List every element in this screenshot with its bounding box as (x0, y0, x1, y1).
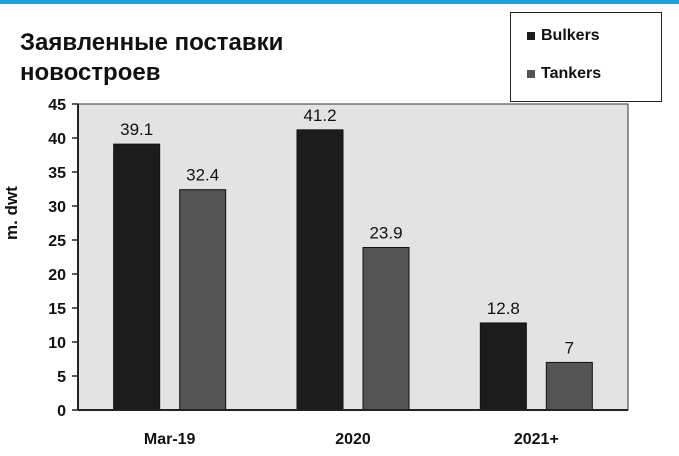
chart-legend: Bulkers Tankers (510, 12, 662, 102)
data-label: 32.4 (186, 166, 219, 185)
data-label: 39.1 (120, 120, 153, 139)
data-label: 41.2 (303, 106, 336, 125)
legend-swatch-bulkers (527, 32, 535, 40)
bar-tankers-2021- (545, 361, 593, 411)
data-label: 23.9 (369, 223, 402, 242)
y-tick-label: 10 (48, 335, 66, 352)
bar-tankers-mar-19 (179, 189, 227, 411)
legend-swatch-tankers (527, 70, 535, 78)
y-tick-label: 30 (48, 199, 66, 216)
legend-item-bulkers: Bulkers (527, 27, 600, 45)
y-tick-label: 15 (48, 301, 66, 318)
bar-bulkers-mar-19 (113, 143, 161, 411)
data-label: 12.8 (487, 299, 520, 318)
y-tick-label: 25 (48, 233, 66, 250)
y-tick-label: 40 (48, 131, 66, 148)
bar-bulkers-2020 (296, 129, 344, 411)
x-category-label: Mar-19 (144, 431, 196, 448)
bar-bulkers-2021- (479, 322, 527, 411)
x-category-label: 2020 (335, 431, 371, 448)
legend-label-tankers: Tankers (541, 65, 602, 82)
y-tick-label: 20 (48, 267, 66, 284)
data-label: 7 (565, 338, 574, 357)
y-tick-label: 0 (57, 403, 66, 420)
legend-label-bulkers: Bulkers (541, 27, 600, 44)
y-tick-label: 45 (48, 97, 66, 114)
y-tick-label: 35 (48, 165, 66, 182)
bar-tankers-2020 (362, 246, 410, 411)
plot-area (77, 103, 629, 411)
chart-title: Заявленные поставки новостроев (20, 29, 284, 86)
top-accent-rule (0, 0, 679, 4)
y-tick-label: 5 (57, 369, 66, 386)
legend-item-tankers: Tankers (527, 65, 601, 83)
x-category-label: 2021+ (514, 431, 559, 448)
